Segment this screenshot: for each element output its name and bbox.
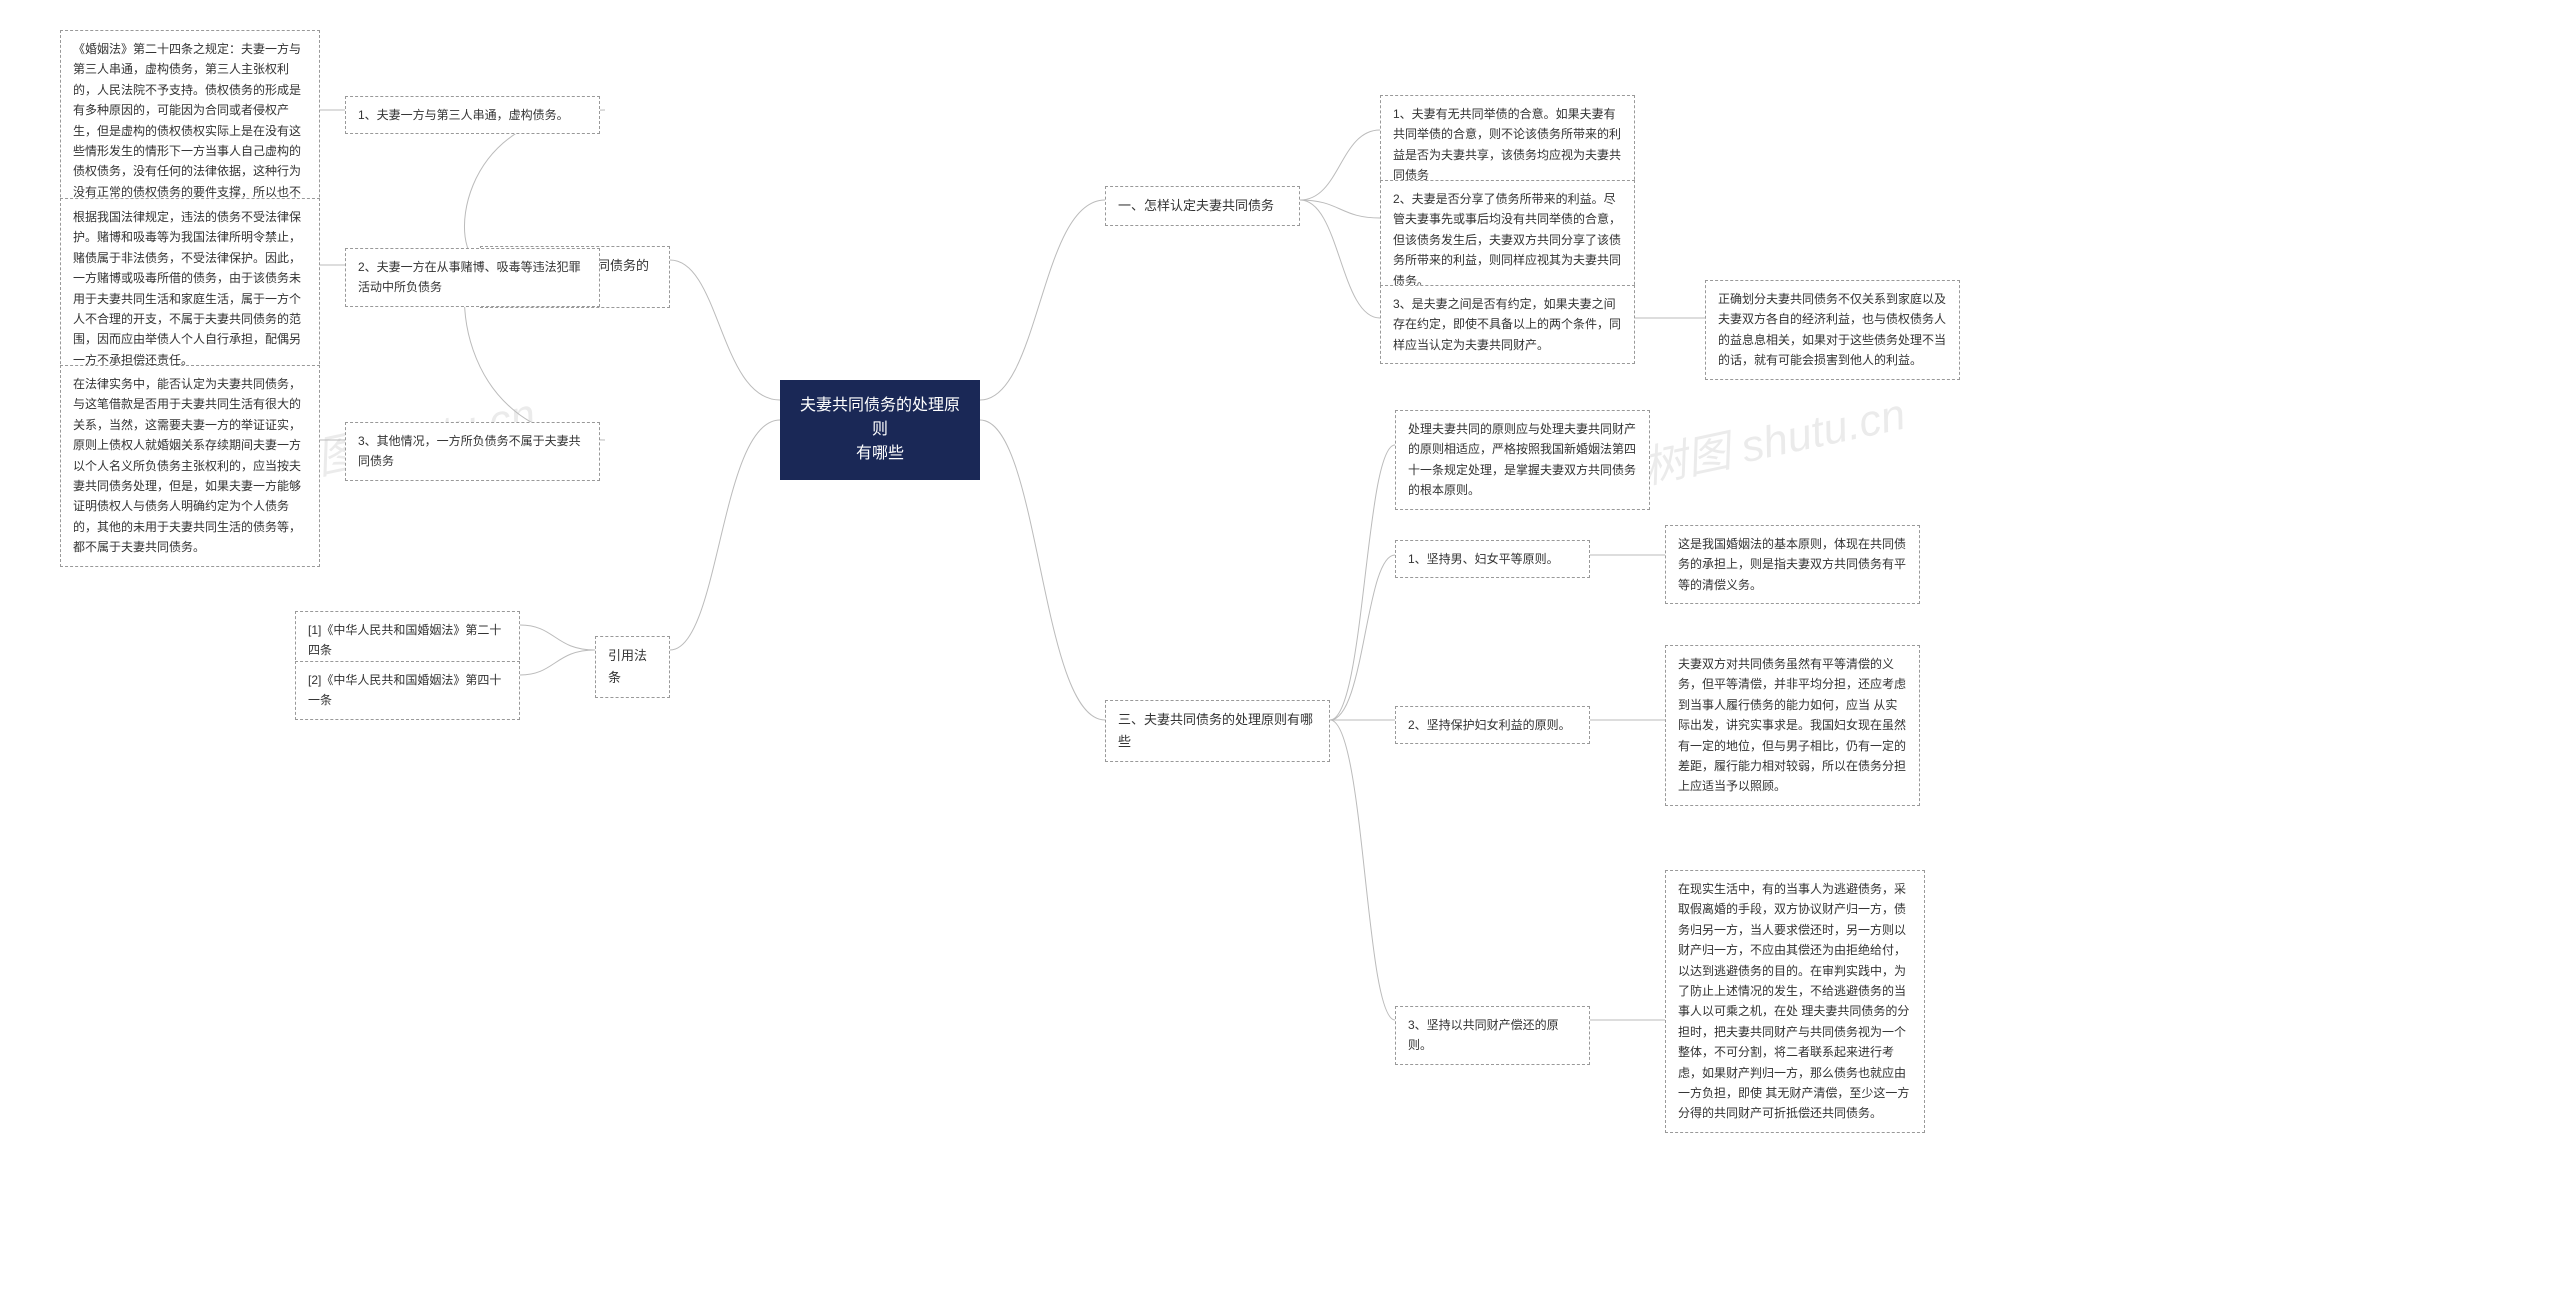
branch-2-item-2-note: 根据我国法律规定，违法的债务不受法律保护。赌博和吸毒等为我国法律所明令禁止，赌债…	[60, 198, 320, 379]
branch-3-item-2-note: 夫妻双方对共同债务虽然有平等清偿的义务，但平等清偿，并非平均分担，还应考虑到当事…	[1665, 645, 1920, 806]
root-node: 夫妻共同债务的处理原则 有哪些	[780, 380, 980, 480]
watermark: 树图 shutu.cn	[1636, 378, 1910, 496]
branch-3-item-1-note: 这是我国婚姻法的基本原则，体现在共同债务的承担上，则是指夫妻双方共同债务有平等的…	[1665, 525, 1920, 604]
branch-3-item-3-note: 在现实生活中，有的当事人为逃避债务，采取假离婚的手段，双方协议财产归一方，债务归…	[1665, 870, 1925, 1133]
branch-1-item-3-note: 正确划分夫妻共同债务不仅关系到家庭以及夫妻双方各自的经济利益，也与债权债务人的益…	[1705, 280, 1960, 380]
root-title-2: 有哪些	[856, 445, 904, 462]
branch-2-item-1-label: 1、夫妻一方与第三人串通，虚构债务。	[345, 96, 600, 134]
branch-2-item-3-label: 3、其他情况，一方所负债务不属于夫妻共同债务	[345, 422, 600, 481]
branch-2-item-2-label: 2、夫妻一方在从事赌博、吸毒等违法犯罪活动中所负债务	[345, 248, 600, 307]
branch-1-item-2: 2、夫妻是否分享了债务所带来的利益。尽管夫妻事先或事后均没有共同举债的合意，但该…	[1380, 180, 1635, 300]
branch-1-item-3: 3、是夫妻之间是否有约定，如果夫妻之间存在约定，即使不具备以上的两个条件，同样应…	[1380, 285, 1635, 364]
branch-3-item-2-label: 2、坚持保护妇女利益的原则。	[1395, 706, 1590, 744]
branch-3-item-1-label: 1、坚持男、妇女平等原则。	[1395, 540, 1590, 578]
branch-3-item-3-label: 3、坚持以共同财产偿还的原则。	[1395, 1006, 1590, 1065]
branch-1-label: 一、怎样认定夫妻共同债务	[1105, 186, 1300, 226]
cite-item-2: [2]《中华人民共和国婚姻法》第四十一条	[295, 661, 520, 720]
branch-2-item-3-note: 在法律实务中，能否认定为夫妻共同债务，与这笔借款是否用于夫妻共同生活有很大的关系…	[60, 365, 320, 567]
branch-3-intro: 处理夫妻共同的原则应与处理夫妻共同财产的原则相适应，严格按照我国新婚姻法第四十一…	[1395, 410, 1650, 510]
branch-cite-label: 引用法条	[595, 636, 670, 698]
branch-3-label: 三、夫妻共同债务的处理原则有哪些	[1105, 700, 1330, 762]
root-title-1: 夫妻共同债务的处理原则	[800, 397, 960, 438]
